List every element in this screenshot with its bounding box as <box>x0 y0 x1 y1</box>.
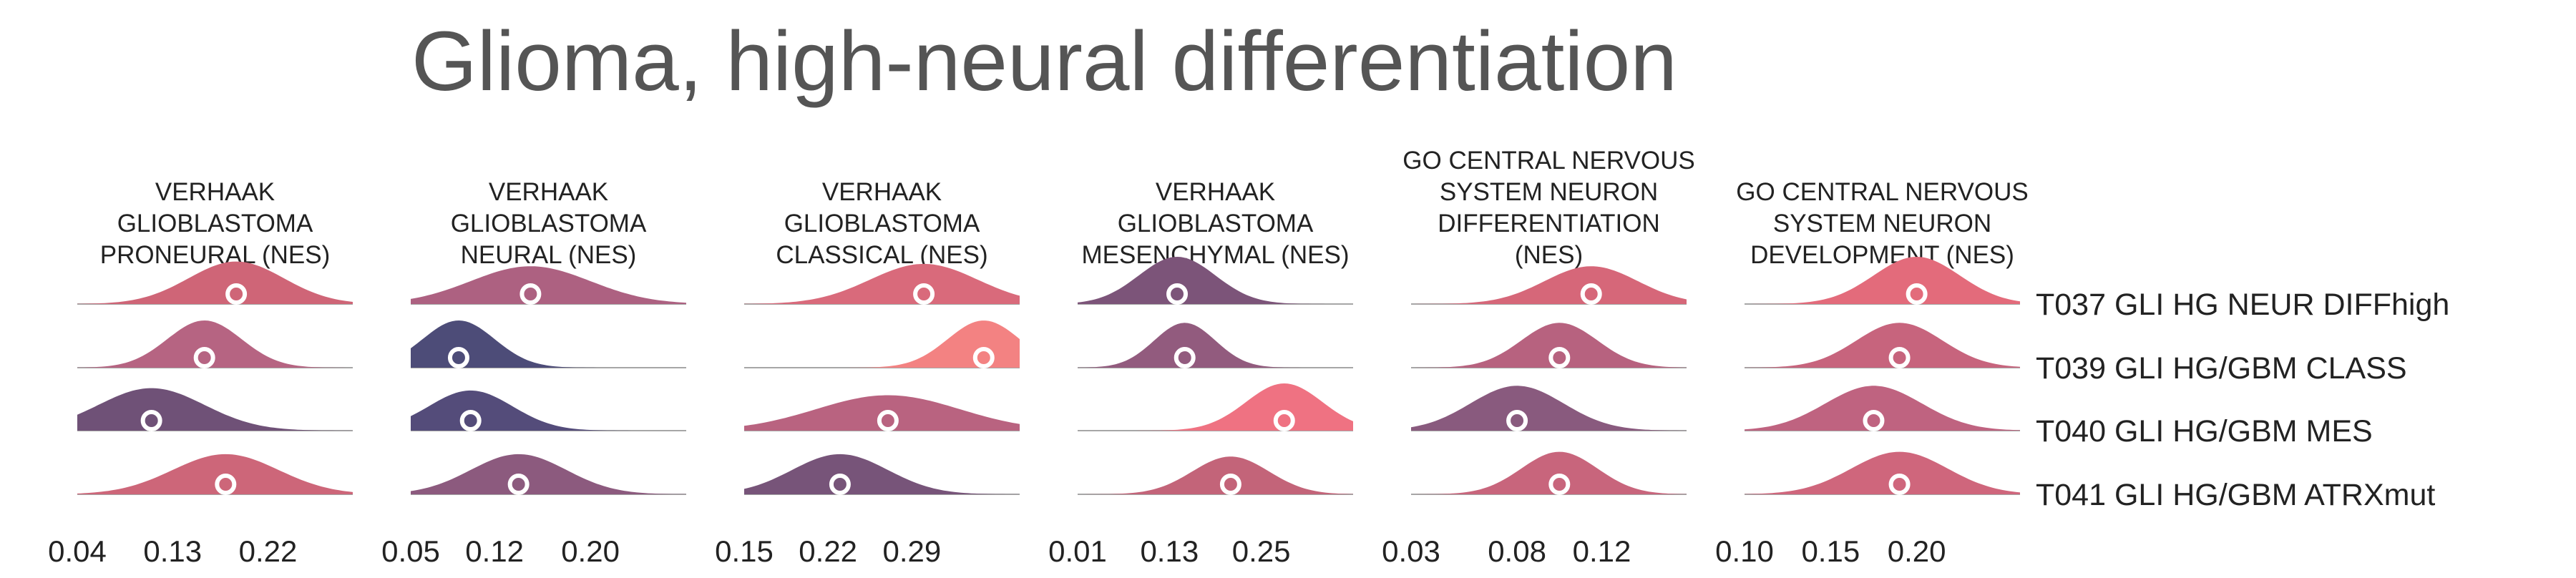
median-marker <box>829 474 851 495</box>
ridge-density <box>77 261 353 304</box>
ridge-density <box>1745 323 2020 368</box>
median-marker <box>1174 347 1196 368</box>
tick-label: 0.15 <box>715 534 774 568</box>
median-marker <box>507 474 530 495</box>
median-marker <box>140 410 162 431</box>
tick-label: 0.13 <box>1140 534 1199 568</box>
ridge-density <box>411 266 686 304</box>
tick-label: 0.05 <box>381 534 440 568</box>
panel-title-line: VERHAAK <box>155 178 275 206</box>
ridge-density <box>744 320 1020 368</box>
panel-title-line: GLIOBLASTOMA <box>1118 210 1314 237</box>
median-marker <box>1166 283 1189 305</box>
median-marker <box>193 347 215 368</box>
ridge-density <box>77 454 353 494</box>
ridge-density <box>1411 451 1687 494</box>
row-labels: T037 GLI HG NEUR DIFFhigh T039 GLI HG/GBM… <box>2036 288 2449 512</box>
panel-title-line: CLASSICAL (NES) <box>776 241 987 269</box>
median-marker <box>972 347 995 368</box>
panel-title-line: SYSTEM NEURON <box>1773 210 1991 237</box>
tick-label: 0.04 <box>48 534 107 568</box>
panel-title-line: GLIOBLASTOMA <box>117 210 313 237</box>
ridge-density <box>1745 257 2020 304</box>
panel-title-line: MESENCHYMAL (NES) <box>1081 241 1349 269</box>
ridge-density <box>1745 451 2020 494</box>
tick-label: 0.10 <box>1715 534 1774 568</box>
panel-4: VERHAAK GLIOBLASTOMA MESENCHYMAL (NES) 0.01… <box>1048 178 1353 568</box>
row-label: T037 GLI HG NEUR DIFFhigh <box>2036 288 2449 322</box>
panel-1: VERHAAK GLIOBLASTOMA PRONEURAL (NES) 0.04 0.… <box>48 178 353 568</box>
median-marker <box>1906 283 1928 305</box>
panel-6: GO CENTRAL NERVOUS SYSTEM NEURON DEVELOPME… <box>1715 178 2029 568</box>
ridge-density <box>411 390 686 431</box>
panel-title-line: VERHAAK <box>1156 178 1275 206</box>
panel-title-line: SYSTEM NEURON <box>1440 178 1658 206</box>
median-marker <box>1273 410 1295 431</box>
median-marker <box>1888 474 1911 495</box>
median-marker <box>877 410 899 431</box>
median-marker <box>1548 347 1571 368</box>
median-marker <box>913 283 935 305</box>
median-marker <box>447 347 469 368</box>
median-marker <box>1863 410 1885 431</box>
ridge-density <box>1411 323 1687 368</box>
panels: VERHAAK GLIOBLASTOMA PRONEURAL (NES) 0.04 0.… <box>48 147 2029 568</box>
tick-label: 0.13 <box>143 534 202 568</box>
tick-label: 0.22 <box>239 534 298 568</box>
ridge-density <box>744 454 1020 494</box>
panel-title-line: DEVELOPMENT (NES) <box>1750 241 2014 269</box>
tick-label: 0.20 <box>1888 534 1946 568</box>
ridge-density <box>1745 386 2020 431</box>
panel-2: VERHAAK GLIOBLASTOMA NEURAL (NES) 0.05 0.12 0… <box>381 178 686 568</box>
panel-title-line: VERHAAK <box>822 178 942 206</box>
median-marker <box>519 283 542 305</box>
ridge-density <box>744 263 1020 304</box>
ridge-density <box>411 320 686 368</box>
panel-title-line: (NES) <box>1515 241 1583 269</box>
ridge-density <box>77 388 353 431</box>
ridge-density <box>1078 323 1353 368</box>
tick-label: 0.29 <box>882 534 941 568</box>
median-marker <box>1548 474 1571 495</box>
tick-label: 0.25 <box>1232 534 1291 568</box>
ridge-density <box>77 320 353 368</box>
tick-label: 0.15 <box>1801 534 1860 568</box>
tick-label: 0.12 <box>465 534 524 568</box>
panel-title-line: PRONEURAL (NES) <box>100 241 331 269</box>
panel-title-line: DIFFERENTIATION <box>1438 210 1659 237</box>
median-marker <box>1888 347 1911 368</box>
ridge-density <box>411 454 686 494</box>
median-marker <box>1580 283 1602 305</box>
median-marker <box>1506 410 1528 431</box>
median-marker <box>215 474 237 495</box>
panel-title-line: GO CENTRAL NERVOUS <box>1402 147 1694 175</box>
tick-label: 0.12 <box>1573 534 1631 568</box>
row-label: T040 GLI HG/GBM MES <box>2036 414 2373 449</box>
panel-title-line: VERHAAK <box>489 178 608 206</box>
panel-title-line: NEURAL (NES) <box>461 241 637 269</box>
ridge-density <box>1078 383 1353 431</box>
ridge-density <box>1411 266 1687 304</box>
tick-label: 0.03 <box>1382 534 1440 568</box>
tick-label: 0.01 <box>1048 534 1107 568</box>
panel-title-line: GLIOBLASTOMA <box>784 210 980 237</box>
chart-title: Glioma, high-neural differentiation <box>411 14 1677 109</box>
panel-title-line: GLIOBLASTOMA <box>451 210 647 237</box>
median-marker <box>225 283 248 305</box>
row-label: T039 GLI HG/GBM CLASS <box>2036 351 2407 386</box>
ridge-density <box>1078 257 1353 304</box>
panel-title-line: GO CENTRAL NERVOUS <box>1736 178 2028 206</box>
row-label: T041 GLI HG/GBM ATRXmut <box>2036 478 2435 512</box>
tick-label: 0.08 <box>1488 534 1546 568</box>
median-marker <box>1219 474 1241 495</box>
tick-label: 0.22 <box>799 534 857 568</box>
ridge-density <box>1411 386 1687 431</box>
tick-label: 0.20 <box>561 534 620 568</box>
ridge-density <box>1078 456 1353 494</box>
panel-5: GO CENTRAL NERVOUS SYSTEM NEURON DIFFERENT… <box>1382 147 1695 568</box>
panel-3: VERHAAK GLIOBLASTOMA CLASSICAL (NES) 0.15 0.… <box>715 178 1020 568</box>
median-marker <box>459 410 482 431</box>
